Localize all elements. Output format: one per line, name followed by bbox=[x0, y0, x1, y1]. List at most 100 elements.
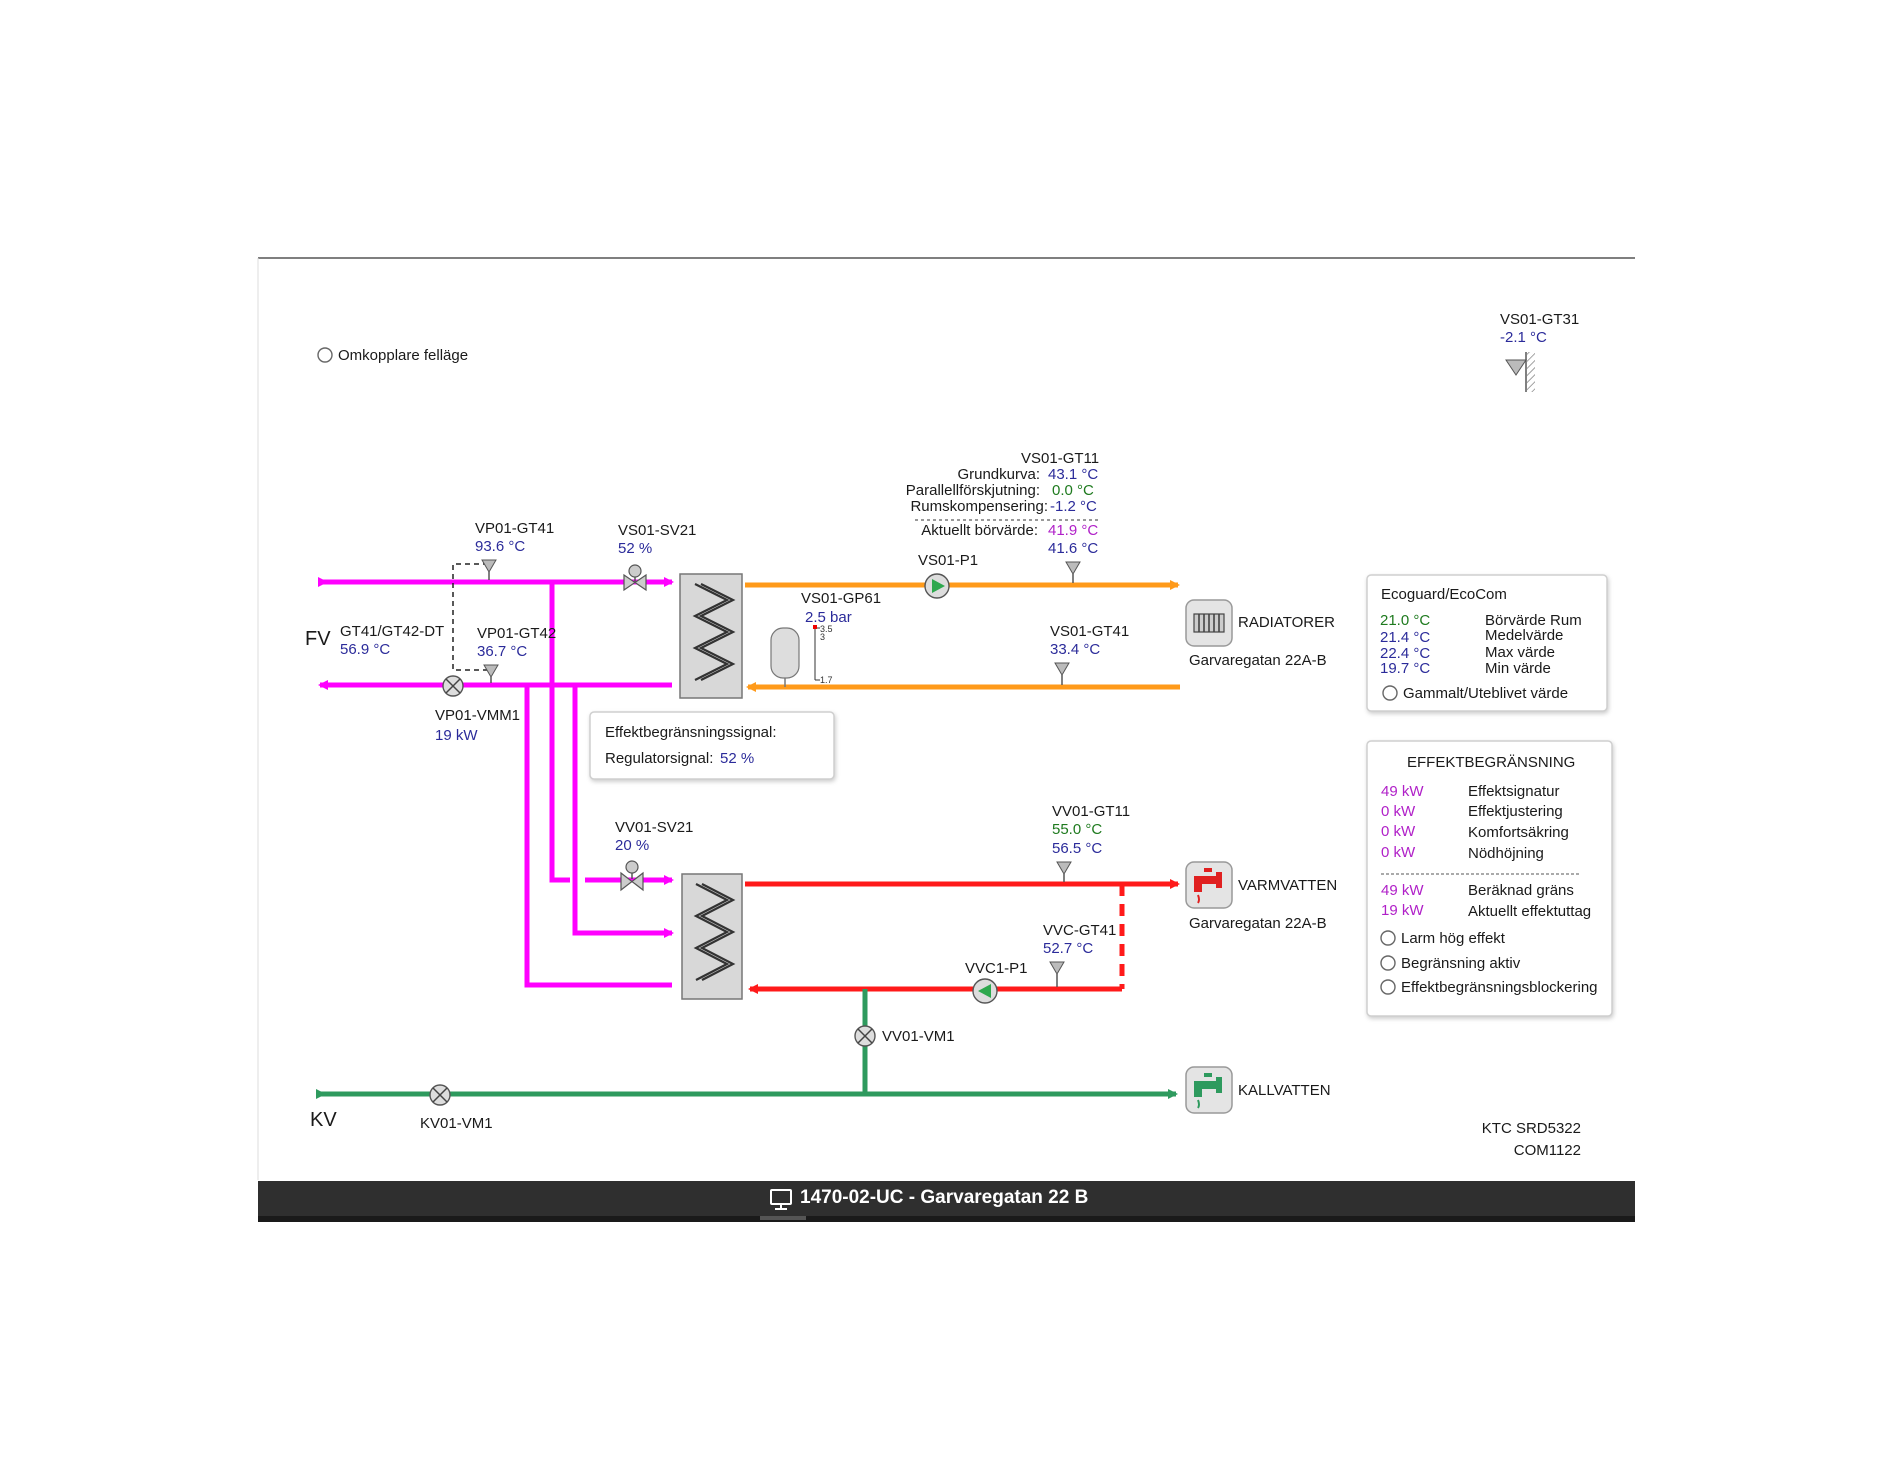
radiator-heat-exchanger[interactable] bbox=[679, 573, 743, 699]
ecoguard-status-label: Gammalt/Uteblivet värde bbox=[1403, 685, 1568, 702]
kv-label: KV bbox=[310, 1109, 337, 1131]
vp01-gt41-value: 93.6 °C bbox=[475, 538, 525, 555]
status-dot-icon bbox=[317, 347, 333, 363]
fv-label: FV bbox=[305, 628, 331, 650]
gt11-row-label-2: Rumskompensering: bbox=[910, 498, 1048, 515]
radiators-label: RADIATORER bbox=[1238, 614, 1335, 631]
vp01-gt42-value: 36.7 °C bbox=[477, 643, 527, 660]
outdoor-sensor[interactable]: VS01-GT31 -2.1 °C bbox=[1500, 311, 1579, 392]
gp61-scale-low: 1.7 bbox=[820, 675, 833, 685]
radiator-circuit-pipes bbox=[745, 580, 1180, 692]
vs01-p1-pump[interactable]: VS01-P1 bbox=[918, 552, 978, 599]
effekt-row-value-0: 49 kW bbox=[1381, 783, 1424, 800]
radiators-address: Garvaregatan 22A-B bbox=[1189, 652, 1327, 669]
vvc-gt41-sensor[interactable]: VVC-GT41 52.7 °C bbox=[1043, 922, 1116, 987]
gp61-scale-mid: 3 bbox=[820, 632, 825, 642]
indicator-begransning-aktiv[interactable]: Begränsning aktiv bbox=[1380, 955, 1521, 972]
effekt-panel-title: EFFEKTBEGRÄNSNING bbox=[1407, 754, 1575, 771]
kallvatten-consumer[interactable]: KALLVATTEN bbox=[1185, 1066, 1331, 1114]
effekt-row-label-1: Effektjustering bbox=[1468, 803, 1563, 820]
gt11-setpoint-label: Aktuellt börvärde: bbox=[921, 522, 1038, 539]
gt11-row-value-1: 0.0 °C bbox=[1052, 482, 1094, 499]
gt11-row-value-2: -1.2 °C bbox=[1050, 498, 1097, 515]
status-dot-icon bbox=[1380, 979, 1396, 995]
sensor-icon bbox=[1049, 961, 1065, 975]
vv01-sv21-valve[interactable]: VV01-SV21 20 % bbox=[615, 819, 693, 892]
effekt-popup-reg-value: 52 % bbox=[720, 750, 754, 767]
effekt-row-value-3: 0 kW bbox=[1381, 844, 1416, 861]
effekt-row2-value-1: 19 kW bbox=[1381, 902, 1424, 919]
gt11-row-label-1: Parallellförskjutning: bbox=[906, 482, 1040, 499]
omkopplare-indicator[interactable]: Omkopplare felläge bbox=[317, 347, 468, 364]
gt11-row-value-0: 43.1 °C bbox=[1048, 466, 1098, 483]
status-dot-icon bbox=[1380, 955, 1396, 971]
ecoguard-panel: Ecoguard/EcoCom 21.0 °C Börvärde Rum 21.… bbox=[1366, 574, 1608, 712]
vs01-sv21-value: 52 % bbox=[618, 540, 652, 557]
vp01-gt41-sensor[interactable]: VP01-GT41 93.6 °C bbox=[475, 520, 554, 580]
effektbegransning-panel: EFFEKTBEGRÄNSNING 49 kW Effektsignatur 0… bbox=[1366, 740, 1613, 1017]
ecoguard-status[interactable]: Gammalt/Uteblivet värde bbox=[1382, 685, 1568, 702]
window-title-bar[interactable]: 1470-02-UC - Garvaregatan 22 B bbox=[258, 1181, 1635, 1222]
ecoguard-row-label-0: Börvärde Rum bbox=[1485, 612, 1582, 629]
dt-readout: GT41/GT42-DT 56.9 °C bbox=[340, 623, 444, 658]
valve-icon bbox=[623, 564, 647, 592]
kv01-vm1-meter[interactable]: KV01-VM1 bbox=[420, 1084, 493, 1132]
vs01-gt11-block[interactable]: VS01-GT11 Grundkurva: 43.1 °C Parallellf… bbox=[906, 450, 1100, 583]
effekt-row-value-1: 0 kW bbox=[1381, 803, 1416, 820]
ecoguard-row-label-1: Medelvärde bbox=[1485, 627, 1563, 644]
window-title: 1470-02-UC - Garvaregatan 22 B bbox=[800, 1187, 1088, 1208]
radiators-consumer[interactable]: RADIATORER Garvaregatan 22A-B bbox=[1185, 599, 1335, 669]
monitor-icon bbox=[770, 1189, 792, 1210]
vvc1-p1-pump[interactable]: VVC1-P1 bbox=[965, 960, 1028, 1004]
cold-water-pipes bbox=[316, 989, 1178, 1099]
vs01-gp61-value: 2.5 bar bbox=[805, 609, 852, 626]
indicator-larm-hog-effekt[interactable]: Larm hög effekt bbox=[1380, 930, 1506, 947]
sensor-icon bbox=[481, 559, 497, 573]
effekt-popup-reg-label: Regulatorsignal: bbox=[605, 750, 713, 767]
vvc1-p1-tag: VVC1-P1 bbox=[965, 960, 1028, 977]
vs01-gp61-pressure[interactable]: VS01-GP61 2.5 bar 3.5 3 1.7 bbox=[770, 590, 881, 687]
kv01-vm1-tag: KV01-VM1 bbox=[420, 1115, 493, 1132]
ecoguard-title: Ecoguard/EcoCom bbox=[1381, 586, 1507, 603]
vv01-gt11-sensor[interactable]: VV01-GT11 55.0 °C 56.5 °C bbox=[1052, 803, 1130, 882]
expansion-vessel-icon bbox=[770, 627, 800, 687]
ecoguard-row-label-2: Max värde bbox=[1485, 644, 1555, 661]
vp01-gt42-sensor[interactable]: VP01-GT42 36.7 °C bbox=[477, 625, 556, 683]
gt11-actual-value: 41.6 °C bbox=[1048, 540, 1098, 557]
vv01-vm1-tag: VV01-VM1 bbox=[882, 1028, 955, 1045]
vs01-p1-tag: VS01-P1 bbox=[918, 552, 978, 569]
vs01-gt11-tag: VS01-GT11 bbox=[1021, 450, 1099, 467]
vs01-gt41-sensor[interactable]: VS01-GT41 33.4 °C bbox=[1050, 623, 1129, 685]
varmvatten-consumer[interactable]: VARMVATTEN Garvaregatan 22A-B bbox=[1185, 861, 1337, 932]
gt11-row-label-0: Grundkurva: bbox=[957, 466, 1040, 483]
sensor-icon bbox=[1056, 861, 1072, 875]
vv01-vm1-meter[interactable]: VV01-VM1 bbox=[854, 1025, 955, 1047]
outdoor-sensor-tag: VS01-GT31 bbox=[1500, 311, 1579, 328]
indicator-label-0: Larm hög effekt bbox=[1401, 930, 1506, 947]
vp01-vmm1-meter[interactable]: VP01-VMM1 19 kW bbox=[435, 675, 520, 744]
vp01-vmm1-tag: VP01-VMM1 bbox=[435, 707, 520, 724]
vv-mid-pipe bbox=[572, 682, 674, 938]
effekt-popup-title: Effektbegränsningssignal: bbox=[605, 724, 777, 741]
dt-tag: GT41/GT42-DT bbox=[340, 623, 444, 640]
status-dot-icon bbox=[1382, 685, 1398, 701]
vvc-gt41-tag: VVC-GT41 bbox=[1043, 922, 1116, 939]
vp01-vmm1-value: 19 kW bbox=[435, 727, 478, 744]
valve-icon bbox=[620, 860, 644, 892]
gt11-setpoint-value: 41.9 °C bbox=[1048, 522, 1098, 539]
vp01-gt42-tag: VP01-GT42 bbox=[477, 625, 556, 642]
effekt-row-label-3: Nödhöjning bbox=[1468, 845, 1544, 862]
vv-return-pipe bbox=[524, 685, 672, 988]
vv01-gt11-tag: VV01-GT11 bbox=[1052, 803, 1130, 820]
hot-water-heat-exchanger[interactable] bbox=[681, 873, 743, 1000]
indicator-label-2: Effektbegränsningsblockering bbox=[1401, 979, 1598, 996]
effekt-row-value-2: 0 kW bbox=[1381, 823, 1416, 840]
vs01-sv21-valve[interactable]: VS01-SV21 52 % bbox=[618, 522, 696, 592]
effekt-signal-popup: Effektbegränsningssignal: Regulatorsigna… bbox=[589, 711, 835, 780]
indicator-effektbegransningsblockering[interactable]: Effektbegränsningsblockering bbox=[1380, 979, 1598, 996]
vv01-gt11-setpoint: 55.0 °C bbox=[1052, 821, 1102, 838]
vs01-sv21-tag: VS01-SV21 bbox=[618, 522, 696, 539]
omkopplare-label: Omkopplare felläge bbox=[338, 347, 468, 364]
effekt-row2-value-0: 49 kW bbox=[1381, 882, 1424, 899]
